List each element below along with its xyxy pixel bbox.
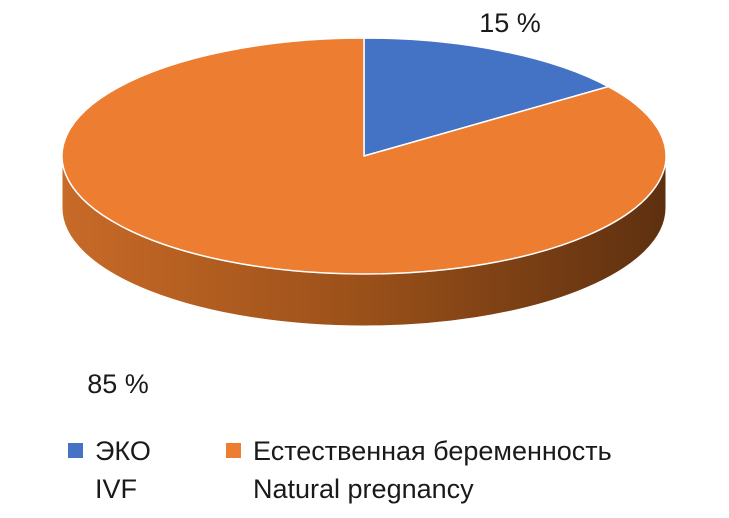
pie-slice-natural: [61, 37, 667, 275]
slice-label-natural: 85 %: [87, 369, 149, 399]
legend-swatch-ivf: [68, 443, 83, 458]
legend-swatch-natural: [226, 443, 241, 458]
slice-label-ivf: 15 %: [479, 8, 541, 38]
legend-item-natural: Естественная беременность Natural pregna…: [226, 432, 612, 508]
legend-label-natural-ru: Естественная беременность: [253, 436, 612, 466]
pie-top: [61, 37, 667, 275]
legend-label-natural-en: Natural pregnancy: [253, 474, 474, 504]
legend: ЭКО IVF Естественная беременность Natura…: [0, 432, 729, 518]
legend-item-ivf: ЭКО IVF: [68, 432, 151, 508]
legend-label-ivf-ru: ЭКО: [95, 436, 151, 466]
legend-label-ivf: ЭКО IVF: [95, 432, 151, 508]
pie-slice-ivf: [363, 37, 610, 157]
pie-chart: 15 % 85 %: [61, 8, 667, 399]
legend-label-ivf-en: IVF: [95, 474, 138, 504]
legend-label-natural: Естественная беременность Natural pregna…: [253, 432, 612, 508]
